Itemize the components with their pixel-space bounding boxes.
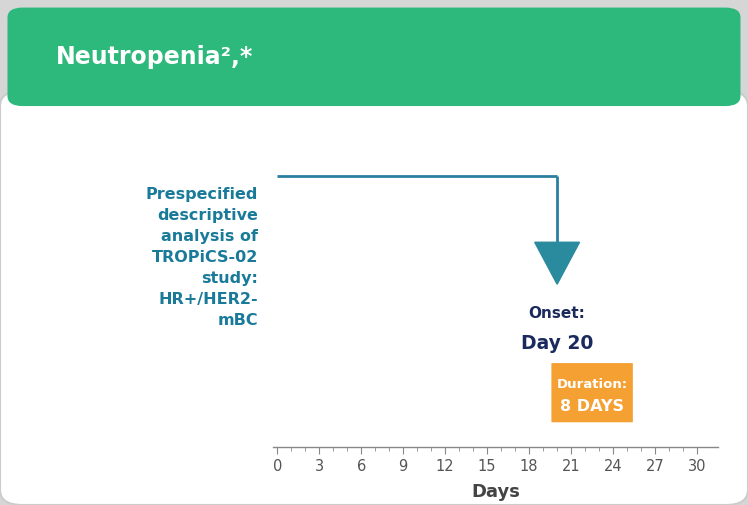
Text: Prespecified
descriptive
analysis of
TROPiCS-02
study:
HR+/HER2-
mBC: Prespecified descriptive analysis of TRO… xyxy=(146,187,258,328)
X-axis label: Days: Days xyxy=(471,483,520,501)
Text: 8 DAYS: 8 DAYS xyxy=(560,399,624,414)
Text: Onset:: Onset: xyxy=(529,306,586,321)
FancyBboxPatch shape xyxy=(551,363,633,422)
Polygon shape xyxy=(535,242,580,284)
Text: Duration:: Duration: xyxy=(557,378,628,391)
FancyBboxPatch shape xyxy=(7,8,741,106)
Text: Neutropenia²,*: Neutropenia²,* xyxy=(56,44,254,69)
FancyBboxPatch shape xyxy=(0,91,748,505)
Text: Day 20: Day 20 xyxy=(521,334,593,353)
